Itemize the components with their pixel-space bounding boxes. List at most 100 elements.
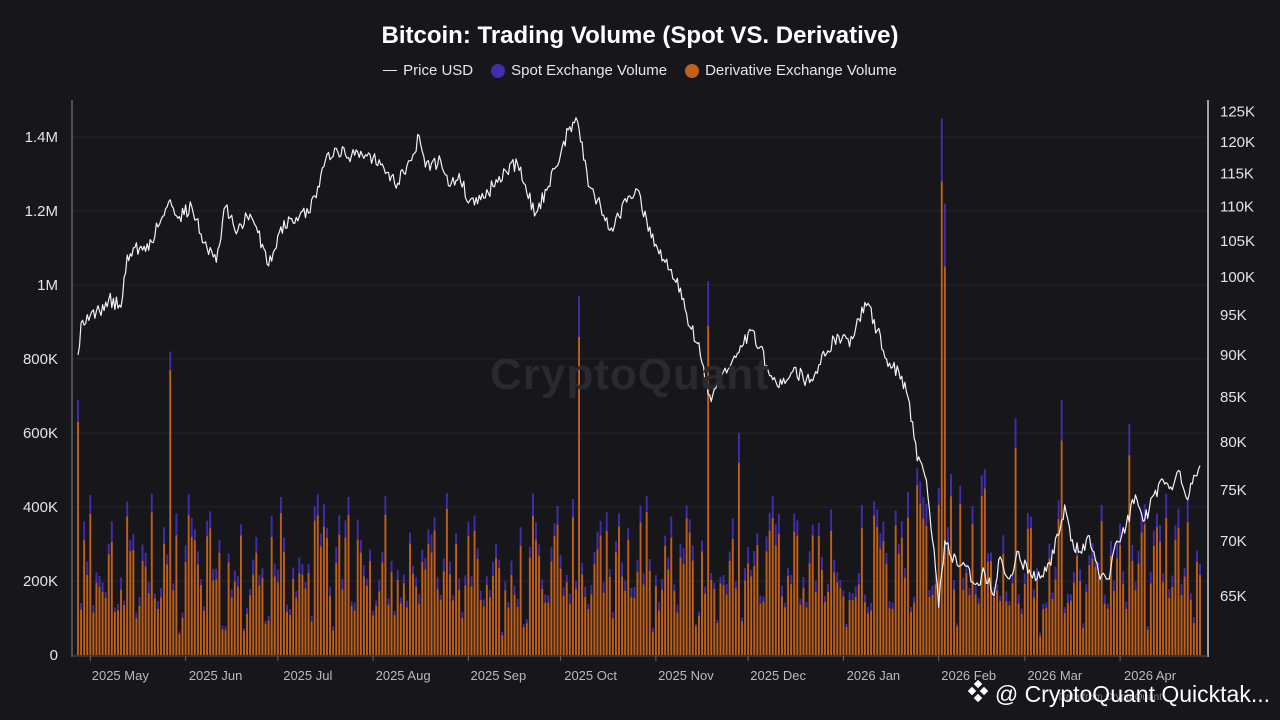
derivative-volume-bar [1085,592,1088,655]
derivative-volume-bar [1060,440,1063,655]
derivative-volume-bar [329,595,332,655]
derivative-volume-bar [427,543,430,655]
derivative-volume-bar [673,590,676,655]
spot-volume-bar [903,567,906,578]
spot-volume-bar [602,582,605,593]
legend-dot-icon [685,63,700,78]
spot-volume-bar [221,625,224,630]
derivative-volume-bar [1122,583,1125,655]
spot-volume-bar [286,604,288,612]
derivative-volume-bar [467,535,470,655]
spot-volume-bar [1002,535,1005,555]
derivative-volume-bar [596,549,599,655]
spot-volume-bar [510,560,513,575]
left-tick-label: 1.4M [25,129,58,146]
derivative-volume-bar [464,585,467,655]
spot-volume-bar [504,581,507,591]
spot-volume-bar [341,579,344,590]
spot-volume-bar [648,559,651,571]
derivative-volume-bar [402,583,405,655]
spot-volume-bar [962,577,965,590]
spot-volume-bar [295,591,298,598]
spot-volume-bar [304,581,307,589]
spot-volume-bar [236,576,239,587]
spot-volume-bar [301,564,304,575]
spot-volume-bar [907,491,909,518]
derivative-volume-bar [747,563,750,655]
derivative-volume-bar [1131,560,1134,655]
derivative-volume-bar [1116,558,1118,655]
derivative-volume-bar [525,623,528,655]
brand-credit[interactable]: @ CryptoQuant Quicktak... [967,679,1270,708]
spot-volume-bar [999,595,1002,601]
derivative-volume-bar [1189,599,1192,655]
spot-volume-bar [990,552,992,562]
derivative-volume-bar [1143,524,1146,655]
right-tick-label: 120K [1220,134,1255,151]
derivative-volume-bar [430,552,433,655]
derivative-volume-bar [965,573,968,655]
legend-label-price: Price USD [403,62,474,79]
derivative-volume-bar [519,545,522,655]
derivative-volume-bar [498,567,501,655]
spot-volume-bar [138,596,141,606]
spot-volume-bar [187,494,190,516]
spot-volume-bar [412,565,415,574]
derivative-volume-bar [372,615,375,655]
spot-volume-bar [1008,601,1011,606]
x-tick-label: 2025 Nov [658,668,714,683]
spot-volume-bar [1140,512,1143,533]
derivative-volume-bar [639,522,642,655]
price-line [77,117,1201,608]
spot-volume-bar [535,522,537,541]
derivative-volume-bar [946,546,949,655]
spot-volume-bar [605,512,608,532]
spot-volume-bar [587,603,590,610]
spot-volume-bar [267,615,270,621]
derivative-volume-bar [802,588,805,655]
derivative-volume-bar [181,617,184,655]
derivative-volume-bar [827,591,830,655]
right-tick-label: 95K [1220,307,1247,324]
spot-volume-bar [1199,563,1201,576]
spot-volume-bar [608,569,611,577]
spot-volume-bar [488,589,491,598]
derivative-volume-bar [900,537,903,655]
derivative-volume-bar [1180,595,1183,655]
derivative-volume-bar [793,531,796,655]
spot-volume-bar [1073,572,1075,583]
derivative-volume-bar [593,563,596,655]
spot-volume-bar [654,575,657,586]
derivative-volume-bar [867,613,869,655]
legend-item-derivative[interactable]: Derivative Exchange Volume [685,62,897,79]
derivative-volume-bar [956,626,959,655]
spot-volume-bar [664,535,667,547]
spot-volume-bar [166,554,169,565]
derivative-volume-bar [879,548,882,655]
derivative-volume-bar [645,512,648,655]
spot-volume-bar [402,574,405,584]
derivative-volume-bar [667,569,670,655]
spot-volume-bar [682,548,685,565]
spot-volume-bar [611,612,614,619]
derivative-volume-bar [126,516,129,655]
derivative-volume-bar [1091,558,1094,655]
derivative-volume-bar [292,579,295,655]
derivative-volume-bar [741,621,743,655]
spot-volume-bar [768,512,771,531]
spot-volume-bar [86,561,89,575]
spot-volume-bar [808,551,811,564]
derivative-volume-bar [556,524,559,655]
derivative-volume-bar [658,610,660,655]
spot-volume-bar [744,568,747,581]
spot-volume-bar [1116,540,1118,559]
spot-volume-bar [215,568,218,580]
spot-volume-bar [774,524,777,546]
spot-volume-bar [667,557,670,570]
derivative-volume-bar [1036,579,1039,655]
derivative-volume-bar [1039,636,1042,655]
legend-item-price[interactable]: Price USD [383,62,473,79]
legend-item-spot[interactable]: Spot Exchange Volume [491,62,667,79]
derivative-volume-bar [412,573,415,655]
derivative-volume-bar [458,589,461,655]
